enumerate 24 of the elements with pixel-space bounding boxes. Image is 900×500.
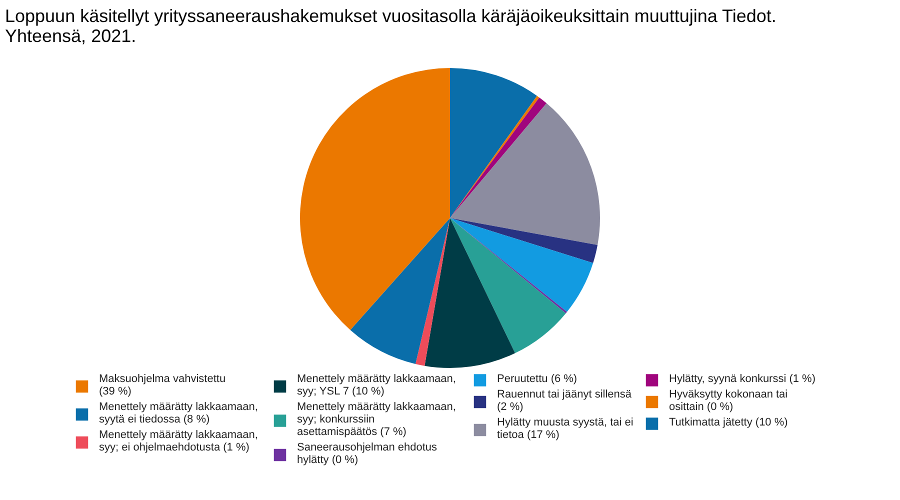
- pie-slice: [424, 218, 516, 368]
- legend-label: Rauennut tai jäänyt sillensä: [497, 388, 632, 400]
- pie-slice: [415, 218, 450, 366]
- pie-slice: [350, 218, 450, 364]
- pie-slice: [450, 68, 538, 218]
- legend-label: Peruutettu (6 %): [497, 373, 578, 385]
- pie-slice: [450, 218, 566, 354]
- chart-title: Loppuun käsitellyt yrityssaneeraushakemukset vuositasolla käräjäoikeuksittain muuttujina Tiedot. Yhteensä, 2021.: [5, 6, 776, 46]
- legend-label: Hylätty, syynä konkurssi (1 %): [669, 373, 816, 385]
- legend-label: Saneerausohjelman ehdotus hylätty (0 %): [297, 442, 438, 466]
- pie-slice: [450, 103, 600, 246]
- data-label: (39 %): [99, 386, 132, 398]
- legend-label: Hyväksytty kokonaan tai osittain (0 %): [669, 388, 788, 413]
- legend-label: Menettely määrätty lakkaamaan, syy; YSL 7 (10 %): [297, 373, 456, 398]
- pie-slice: [450, 218, 567, 314]
- legend-label: Tutkimatta jätetty (10 %): [669, 416, 788, 428]
- pie-slice: [450, 218, 598, 264]
- legend-label: Menettely määrätty lakkaamaan, syytä ei tiedossa (8 %): [99, 401, 258, 426]
- pie-slice: [450, 218, 594, 312]
- legend-label: Hylätty muusta syystä, tai ei tietoa (17 %): [497, 416, 634, 441]
- legend-label: Menettely määrätty lakkaamaan, syy; ei ohjelmaehdotusta (1 %): [99, 429, 258, 454]
- legend-label: Menettely määrätty lakkaamaan, syy; konkurssiin asettamispäätös (7 %): [297, 401, 456, 438]
- data-label: (2 %): [497, 401, 524, 413]
- legend-label: Maksuohjelma vahvistettu: [99, 373, 226, 385]
